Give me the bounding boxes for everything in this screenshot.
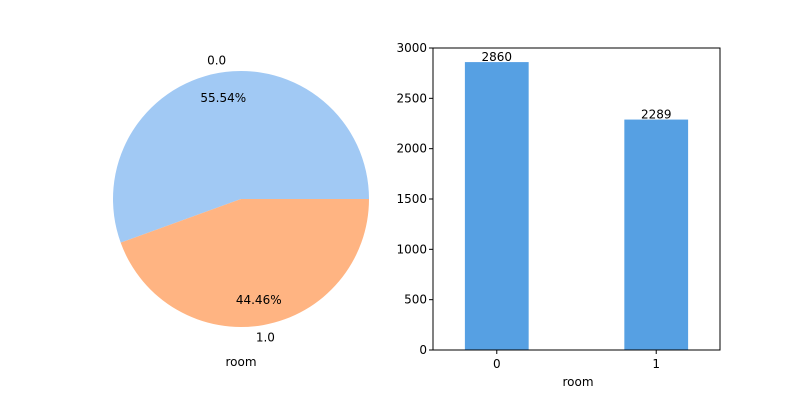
pie-x-axis-label: room	[225, 355, 256, 369]
bar-plot-frame	[432, 47, 721, 351]
x-tick-label: 0	[493, 357, 501, 371]
y-tick-label: 500	[404, 293, 427, 307]
y-tick-label: 0	[419, 343, 427, 357]
x-tick-label: 1	[652, 357, 660, 371]
y-tick-label: 1500	[396, 192, 427, 206]
y-tick-label: 2000	[396, 142, 427, 156]
bar-0	[464, 62, 529, 351]
pie-slice-1	[120, 199, 370, 328]
bar-1	[624, 119, 689, 350]
pie-chart: 0.0 55.54% 1.0 44.46%	[113, 53, 370, 345]
bar-value-label: 2860	[482, 50, 513, 64]
pie-category-label-1: 1.0	[256, 331, 275, 345]
y-tick-label: 3000	[396, 41, 427, 55]
bar-value-label: 2289	[641, 108, 672, 122]
y-tick-label: 2500	[396, 91, 427, 105]
bar-series: 2860 2289	[464, 50, 689, 351]
pie-slice-0	[113, 71, 370, 243]
bar-y-axis: 0 500 1000 1500 2000 2500 3000	[396, 41, 433, 357]
y-tick-label: 1000	[396, 242, 427, 256]
pie-category-label-0: 0.0	[207, 53, 226, 67]
pie-percent-label-0: 55.54%	[200, 91, 246, 105]
pie-percent-label-1: 44.46%	[236, 293, 282, 307]
bar-x-axis-label: room	[562, 375, 593, 389]
